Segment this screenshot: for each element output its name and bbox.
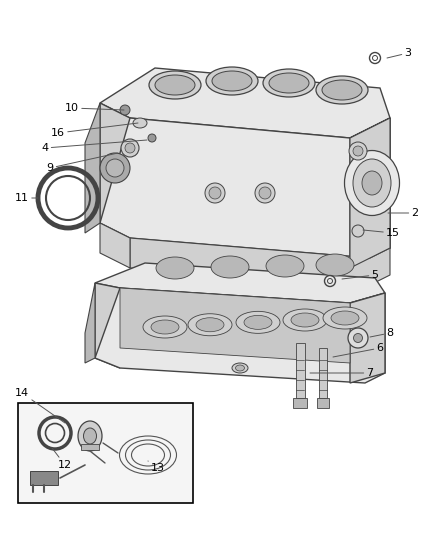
Polygon shape	[350, 118, 390, 268]
Text: 10: 10	[65, 103, 124, 113]
Text: 2: 2	[388, 208, 419, 218]
Bar	[319, 348, 327, 398]
Polygon shape	[350, 293, 385, 383]
Ellipse shape	[232, 363, 248, 373]
Bar	[81, 444, 99, 450]
Ellipse shape	[362, 171, 382, 195]
Ellipse shape	[323, 307, 367, 329]
Ellipse shape	[151, 320, 179, 334]
Ellipse shape	[236, 311, 280, 333]
Ellipse shape	[283, 309, 327, 331]
Text: 6: 6	[333, 343, 384, 357]
Ellipse shape	[205, 183, 225, 203]
Polygon shape	[130, 238, 390, 285]
Ellipse shape	[212, 71, 252, 91]
Ellipse shape	[266, 255, 304, 277]
Bar	[18, 403, 193, 503]
Ellipse shape	[244, 316, 272, 329]
Text: 16: 16	[51, 123, 138, 138]
Ellipse shape	[353, 334, 363, 343]
Ellipse shape	[148, 134, 156, 142]
Polygon shape	[100, 68, 390, 138]
Ellipse shape	[84, 428, 96, 444]
Ellipse shape	[121, 139, 139, 157]
Ellipse shape	[291, 313, 319, 327]
Ellipse shape	[255, 183, 275, 203]
Ellipse shape	[78, 421, 102, 451]
Ellipse shape	[211, 256, 249, 278]
Ellipse shape	[120, 105, 130, 115]
Polygon shape	[120, 288, 350, 363]
Ellipse shape	[348, 328, 368, 348]
Polygon shape	[85, 283, 95, 363]
Polygon shape	[95, 263, 385, 303]
Bar	[317, 398, 329, 408]
Ellipse shape	[206, 67, 258, 95]
Ellipse shape	[259, 187, 271, 199]
Text: 7: 7	[310, 368, 374, 378]
Polygon shape	[95, 283, 120, 368]
Ellipse shape	[269, 73, 309, 93]
Ellipse shape	[125, 143, 135, 153]
Text: 13: 13	[148, 461, 165, 473]
Ellipse shape	[331, 311, 359, 325]
Ellipse shape	[143, 316, 187, 338]
Ellipse shape	[209, 187, 221, 199]
Polygon shape	[350, 118, 390, 268]
Ellipse shape	[263, 69, 315, 97]
Polygon shape	[100, 118, 390, 258]
Ellipse shape	[353, 159, 391, 207]
Bar	[296, 343, 305, 398]
Text: 11: 11	[15, 193, 38, 203]
Polygon shape	[100, 103, 130, 238]
Ellipse shape	[352, 225, 364, 237]
Ellipse shape	[196, 318, 224, 332]
Text: 3: 3	[387, 48, 411, 58]
Ellipse shape	[133, 118, 147, 128]
Ellipse shape	[322, 80, 362, 100]
Polygon shape	[95, 288, 385, 383]
Ellipse shape	[156, 257, 194, 279]
Ellipse shape	[188, 314, 232, 336]
Bar	[293, 398, 307, 408]
Ellipse shape	[106, 159, 124, 177]
Text: 5: 5	[342, 270, 378, 280]
Polygon shape	[85, 103, 100, 233]
Text: 8: 8	[370, 328, 394, 338]
Ellipse shape	[353, 146, 363, 156]
Ellipse shape	[236, 365, 244, 371]
Text: 12: 12	[52, 448, 72, 470]
Polygon shape	[100, 223, 130, 268]
Text: 4: 4	[42, 140, 147, 153]
Text: 9: 9	[46, 153, 118, 173]
Ellipse shape	[345, 150, 399, 215]
Ellipse shape	[316, 76, 368, 104]
Ellipse shape	[100, 153, 130, 183]
Ellipse shape	[149, 71, 201, 99]
Ellipse shape	[349, 142, 367, 160]
Text: 14: 14	[15, 388, 65, 423]
Ellipse shape	[316, 254, 354, 276]
Bar	[30, 471, 58, 485]
Ellipse shape	[155, 75, 195, 95]
Text: 15: 15	[363, 228, 400, 238]
